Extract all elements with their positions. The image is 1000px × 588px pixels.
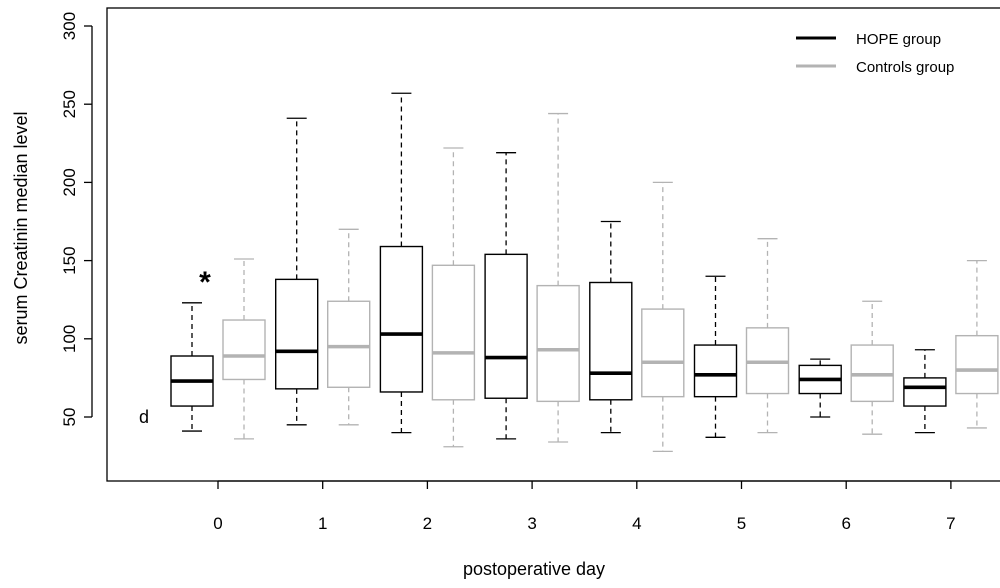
iqr-box: [955, 334, 999, 395]
x-tick-label: 4: [632, 514, 641, 533]
y-tick-label: 200: [60, 168, 79, 196]
legend: HOPE group Controls group: [796, 31, 954, 76]
hope-box: [798, 358, 842, 418]
controls-box: [745, 238, 790, 434]
y-tick-label: 150: [60, 246, 79, 274]
y-tick-label: 250: [60, 90, 79, 118]
controls-box: [327, 228, 371, 426]
axes-layer: 50 100 150 200 250 300 0 1 2 3 4 5 6 7: [60, 12, 956, 533]
legend-label-controls: Controls group: [856, 59, 954, 76]
panel-letter: d: [139, 407, 149, 427]
iqr-box: [327, 300, 371, 388]
iqr-box: [275, 278, 319, 390]
iqr-box: [536, 284, 580, 403]
hope-box: [379, 92, 424, 434]
iqr-box: [589, 281, 633, 401]
x-tick-label: 0: [213, 514, 222, 533]
iqr-box: [693, 344, 738, 398]
controls-box: [955, 259, 999, 429]
iqr-box: [379, 245, 424, 393]
y-axis-title: serum Creatinin median level: [11, 111, 31, 344]
hope-box: [589, 220, 633, 434]
controls-box: [850, 300, 894, 435]
iqr-box: [903, 377, 947, 407]
y-tick-label: 50: [60, 408, 79, 427]
hope-box: [484, 152, 528, 440]
boxes-layer: [170, 92, 999, 453]
significance-marker: *: [199, 266, 211, 299]
x-axis-title: postoperative day: [463, 559, 605, 579]
hope-box: [170, 302, 214, 432]
x-tick-label: 2: [423, 514, 432, 533]
iqr-box: [222, 319, 266, 381]
y-tick-label: 300: [60, 12, 79, 40]
plot-frame: [106, 7, 1000, 482]
controls-box: [536, 112, 580, 443]
x-tick-label: 5: [737, 514, 746, 533]
hope-box: [693, 275, 738, 438]
y-tick-label: 100: [60, 325, 79, 353]
iqr-box: [484, 253, 528, 399]
x-tick-label: 7: [946, 514, 955, 533]
iqr-box: [641, 308, 685, 398]
iqr-box: [431, 264, 476, 401]
legend-label-hope: HOPE group: [856, 31, 941, 48]
x-tick-label: 3: [527, 514, 536, 533]
controls-box: [222, 258, 266, 440]
hope-box: [275, 117, 319, 426]
x-tick-label: 6: [841, 514, 850, 533]
controls-box: [431, 147, 476, 448]
hope-box: [903, 349, 947, 434]
controls-box: [641, 181, 685, 453]
x-tick-label: 1: [318, 514, 327, 533]
